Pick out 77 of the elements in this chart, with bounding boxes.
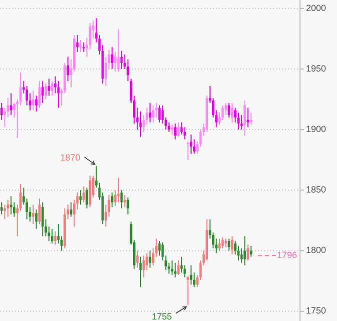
candlestick xyxy=(114,52,116,72)
candlestick xyxy=(193,138,196,154)
candlestick xyxy=(50,80,54,96)
candlestick xyxy=(26,85,28,106)
candlestick xyxy=(86,187,88,209)
candlestick xyxy=(10,196,12,215)
candlestick xyxy=(174,123,176,140)
y-tick-label: 1850 xyxy=(306,184,326,195)
candlestick xyxy=(250,112,252,126)
candlestick xyxy=(240,114,243,130)
y-tick-label: 1750 xyxy=(306,306,326,316)
candlestick xyxy=(0,202,3,215)
candlestick xyxy=(66,56,70,82)
candlestick xyxy=(41,202,44,237)
y-tick-label: 2000 xyxy=(306,2,326,13)
candlestick xyxy=(170,260,174,276)
candlestick xyxy=(82,186,85,203)
candlestick xyxy=(57,80,60,108)
candlestick xyxy=(250,245,252,258)
candlestick xyxy=(230,102,234,123)
candlestick xyxy=(190,134,192,154)
candlestick xyxy=(152,104,154,123)
candlestick xyxy=(32,90,34,111)
candlestick xyxy=(76,34,79,53)
candlestick xyxy=(186,276,190,306)
candlestick xyxy=(0,102,3,120)
candlestick xyxy=(246,244,250,261)
candlestick xyxy=(48,78,50,96)
candlestick xyxy=(35,95,38,112)
candlestick xyxy=(50,228,54,244)
candlestick xyxy=(136,250,139,268)
candlestick xyxy=(126,196,130,215)
candlestick xyxy=(6,199,10,218)
candlestick xyxy=(54,230,56,246)
candlestick xyxy=(120,50,123,70)
candlestick xyxy=(221,104,224,120)
candlestick xyxy=(244,100,246,136)
candlestick xyxy=(44,83,47,100)
candlestick xyxy=(237,112,240,130)
candlestick xyxy=(82,42,85,53)
candlestick xyxy=(177,122,180,138)
candlestick xyxy=(120,190,123,209)
candlestick xyxy=(190,264,192,286)
candlestick xyxy=(10,92,12,116)
candlestick xyxy=(246,107,250,128)
candlestick xyxy=(180,256,183,274)
candlestick xyxy=(177,260,180,276)
y-tick-label: 1950 xyxy=(306,63,326,74)
candlestick xyxy=(32,204,34,225)
candlestick xyxy=(70,202,72,218)
candlestick xyxy=(35,209,38,230)
candlestick xyxy=(174,262,176,278)
candlestick xyxy=(41,80,44,104)
candlestick xyxy=(4,204,6,220)
candlestick xyxy=(110,192,114,208)
candlestick xyxy=(240,248,243,264)
annotation: 1870 xyxy=(60,152,80,162)
y-tick-label: 1800 xyxy=(306,245,326,256)
candlestick xyxy=(237,245,240,261)
candlestick xyxy=(228,102,230,118)
annotation: 1755 xyxy=(152,312,172,321)
candlestick xyxy=(170,124,174,135)
candlestick xyxy=(117,28,120,72)
y-tick-label: 1900 xyxy=(306,124,326,134)
ref-line-label: 1796 xyxy=(276,250,297,260)
candlestick xyxy=(244,236,246,266)
candlestick xyxy=(228,238,230,252)
candlestick xyxy=(230,236,234,255)
candlestick xyxy=(168,122,170,132)
candlestick xyxy=(142,255,145,278)
candlestick xyxy=(224,102,227,116)
candlestick xyxy=(221,236,224,249)
candlestick xyxy=(110,46,114,70)
candlestick xyxy=(126,58,130,82)
candlestick xyxy=(79,190,82,206)
candlestick xyxy=(184,126,186,140)
candlestick xyxy=(124,194,126,208)
